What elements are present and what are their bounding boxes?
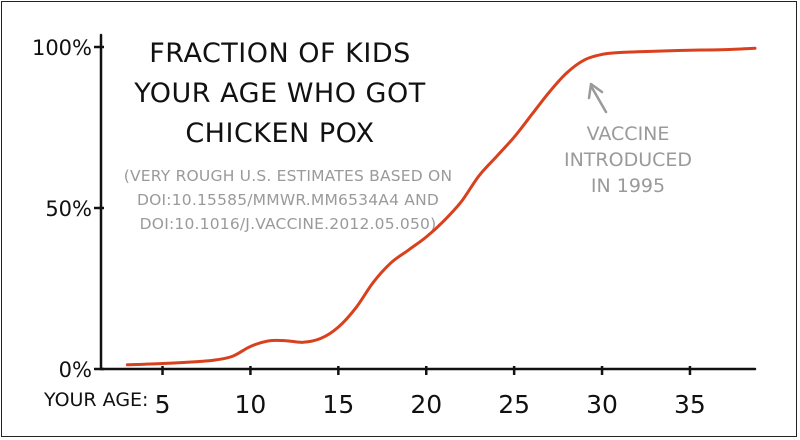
series-line (125, 46, 757, 367)
chart-title-line-2: your age who got (133, 78, 425, 109)
x-tick-label: 20 (410, 390, 442, 419)
chart-subtitle-line-1: (Very rough U.S. estimates based on (124, 167, 453, 185)
chart-subtitle-line-2: DOI:10.15585/mmwr.mm6534a4 and (137, 191, 439, 209)
y-tick-label: 0% (59, 358, 92, 382)
annotation-line-2: introduced (564, 149, 692, 171)
y-tick-label: 100% (32, 36, 92, 60)
chart-title-line-3: chicken pox (185, 118, 374, 149)
x-tick-label: 30 (586, 390, 618, 419)
annotation-line-1: Vaccine (587, 123, 670, 145)
x-tick-label: 35 (674, 390, 706, 419)
x-tick-label: 10 (235, 390, 267, 419)
x-axis-label: Your age: (43, 389, 148, 411)
chart-subtitle-line-3: DOI:10.1016/j.vaccine.2012.05.050) (140, 215, 437, 233)
annotation-line-3: in 1995 (591, 175, 665, 197)
x-tick-label: 25 (498, 390, 530, 419)
subtitle: (Very rough U.S. estimates based on DOI:… (124, 167, 453, 233)
chart-title-line-1: Fraction of kids (149, 38, 411, 69)
y-tick-label: 50% (45, 197, 92, 221)
annotation-arrowhead (587, 82, 604, 100)
chart-marks: 0% 50% 100% 5 10 15 20 25 30 35 (32, 33, 757, 419)
x-tick-label: 15 (322, 390, 354, 419)
x-tick-label: 5 (155, 390, 171, 419)
annotation-arrow (589, 84, 608, 114)
title: Fraction of kids your age who got chicke… (133, 38, 425, 149)
annotation: Vaccine introduced in 1995 (564, 82, 692, 197)
